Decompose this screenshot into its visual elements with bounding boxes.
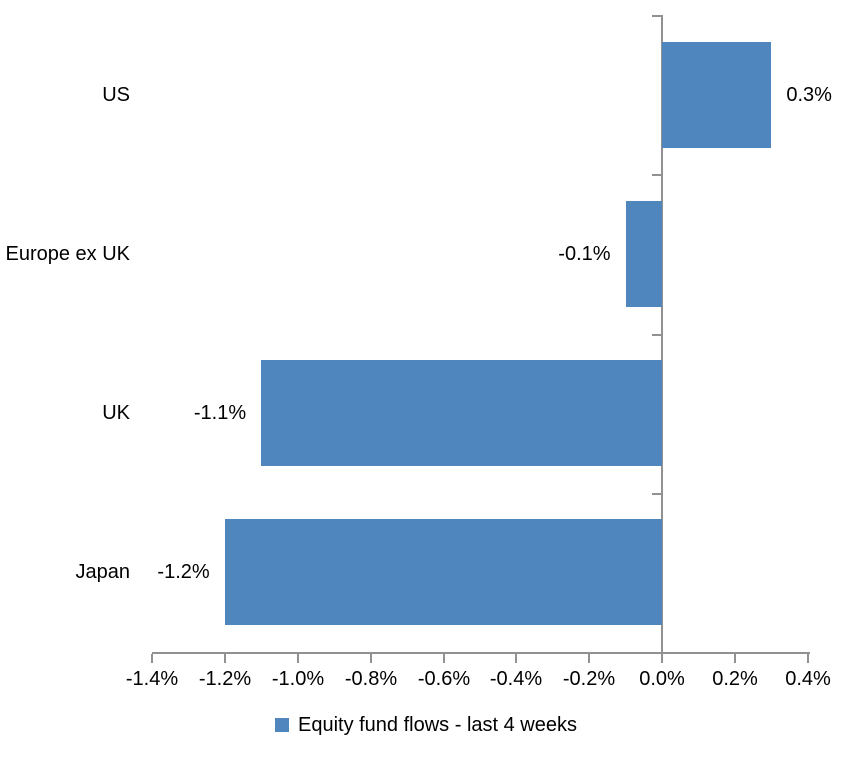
x-axis-tick bbox=[370, 654, 372, 663]
legend-series-label: Equity fund flows - last 4 weeks bbox=[297, 714, 577, 736]
bar-japan bbox=[224, 519, 662, 626]
x-axis-tick bbox=[151, 654, 153, 663]
x-axis-tick-label: -1.4% bbox=[125, 668, 179, 690]
y-axis-line bbox=[661, 15, 663, 662]
x-axis-tick-label: 0.2% bbox=[712, 668, 758, 690]
x-axis-tick bbox=[734, 654, 736, 663]
x-axis-tick-label: 0.0% bbox=[639, 668, 685, 690]
data-label-japan: -1.2% bbox=[157, 561, 210, 584]
x-axis-tick-label: -0.6% bbox=[417, 668, 471, 690]
x-axis-tick-label: 0.4% bbox=[785, 668, 831, 690]
x-axis-tick-label: -1.2% bbox=[198, 668, 252, 690]
x-axis-tick bbox=[588, 654, 590, 663]
x-axis-tick bbox=[515, 654, 517, 663]
x-axis-tick bbox=[443, 654, 445, 663]
x-axis-tick-label: -0.4% bbox=[489, 668, 543, 690]
bar-europe-ex-uk bbox=[625, 200, 662, 307]
x-axis-tick bbox=[224, 654, 226, 663]
data-label-uk: -1.1% bbox=[193, 402, 247, 425]
category-label-us: US bbox=[102, 83, 130, 106]
category-label-uk: UK bbox=[102, 402, 130, 425]
x-axis-tick-label: -0.2% bbox=[562, 668, 616, 690]
x-axis-tick-label: -0.8% bbox=[344, 668, 398, 690]
x-axis-tick-label: -1.0% bbox=[271, 668, 325, 690]
legend: Equity fund flows - last 4 weeks bbox=[0, 713, 852, 737]
x-axis-tick bbox=[807, 654, 809, 663]
category-label-japan: Japan bbox=[75, 561, 131, 584]
bar-uk bbox=[261, 360, 662, 467]
bar-us bbox=[662, 41, 772, 148]
y-axis-tick bbox=[652, 174, 661, 176]
data-label-europe-ex-uk: -0.1% bbox=[558, 242, 611, 265]
data-label-us: 0.3% bbox=[786, 83, 832, 106]
x-axis-tick bbox=[297, 654, 299, 663]
y-axis-tick bbox=[652, 493, 661, 495]
y-axis-tick bbox=[652, 334, 661, 336]
y-axis-tick bbox=[652, 652, 661, 654]
category-label-europe-ex-uk: Europe ex UK bbox=[5, 242, 130, 265]
x-axis-tick bbox=[661, 654, 663, 663]
y-axis-tick bbox=[652, 15, 661, 17]
legend-series-swatch-icon bbox=[274, 718, 289, 732]
x-axis-line bbox=[152, 652, 810, 654]
